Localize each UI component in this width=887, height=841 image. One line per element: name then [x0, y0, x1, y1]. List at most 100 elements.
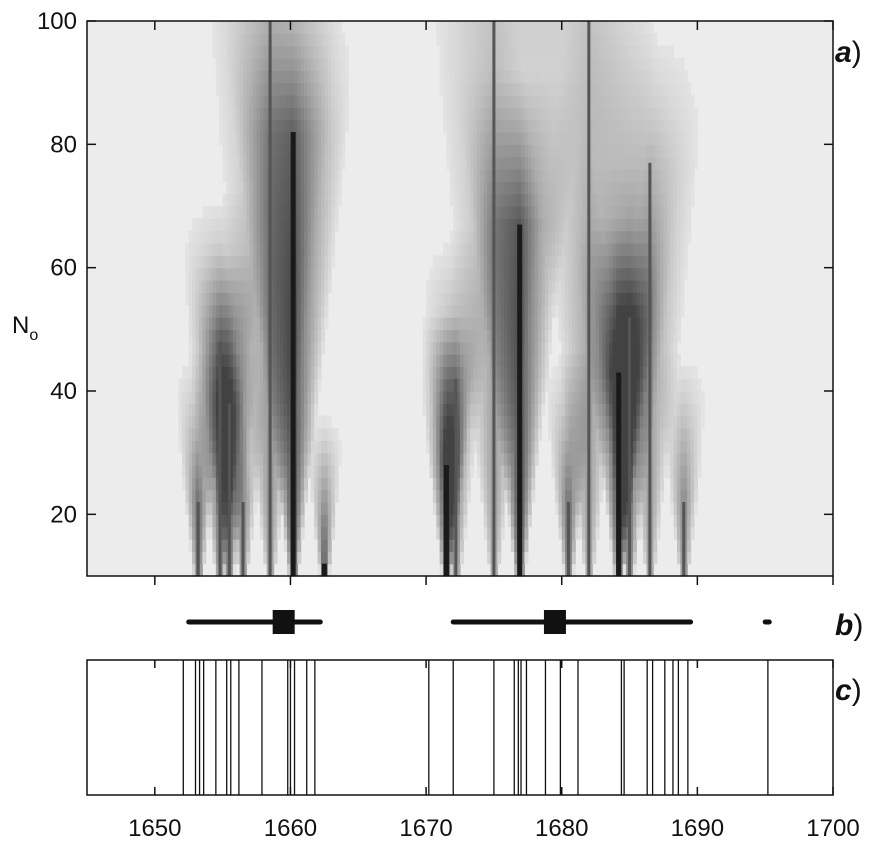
heatmap-cell [544, 70, 549, 84]
heatmap-cell [222, 502, 227, 515]
heatmap-cell [500, 82, 505, 96]
heatmap-cell [653, 206, 658, 219]
heatmap-cell [639, 514, 644, 528]
heatmap-cell [236, 280, 241, 293]
heatmap-cell [615, 230, 620, 244]
heatmap-cell [595, 206, 600, 219]
heatmap-cell [198, 391, 203, 404]
interval-center [272, 610, 295, 634]
heatmap-cell [565, 391, 570, 404]
heatmap-cell [660, 415, 665, 429]
heatmap-cell [229, 255, 234, 269]
heatmap-cell [466, 255, 471, 269]
heatmap-cell [324, 206, 329, 219]
heatmap-cell [192, 539, 197, 552]
heatmap-cell [561, 181, 566, 195]
heatmap-cell [636, 193, 641, 207]
heatmap-cell [493, 70, 498, 84]
heatmap-cell [548, 45, 553, 59]
heatmap-cell [504, 440, 509, 454]
heatmap-cell [456, 452, 461, 466]
heatmap-cell [541, 267, 546, 281]
heatmap-cell [531, 403, 536, 417]
heatmap-cell [602, 95, 607, 108]
heatmap-cell [551, 428, 556, 441]
heatmap-cell [331, 526, 336, 540]
heatmap-cell [317, 366, 322, 380]
heatmap-cell [507, 206, 512, 219]
heatmap-cell [595, 354, 600, 367]
heatmap-cell [429, 317, 434, 330]
heatmap-cell [670, 440, 675, 454]
heatmap-cell [249, 341, 254, 355]
heatmap-cell [673, 70, 678, 84]
heatmap-cell [307, 465, 312, 478]
heatmap-cell [527, 33, 532, 47]
heatmap-cell [242, 181, 247, 195]
heatmap-cell [317, 465, 322, 478]
heatmap-cell [470, 366, 475, 380]
heatmap-cell [456, 465, 461, 478]
heatmap-cell [232, 169, 237, 182]
heatmap-cell [551, 45, 556, 59]
heatmap-cell [195, 255, 200, 269]
heatmap-cell [504, 465, 509, 478]
heatmap-cell [534, 378, 539, 392]
heatmap-cell [534, 292, 539, 306]
heatmap-cell [263, 144, 268, 158]
heatmap-cell [571, 551, 576, 565]
heatmap-cell [619, 218, 624, 232]
heatmap-cell [205, 280, 210, 293]
heatmap-cell [270, 119, 275, 133]
heatmap-cell [680, 415, 685, 429]
heatmap-cell [663, 218, 668, 232]
heatmap-cell [320, 292, 325, 306]
heatmap-cell [426, 391, 431, 404]
heatmap-cell [476, 403, 481, 417]
heatmap-cell [283, 144, 288, 158]
heatmap-cell [460, 70, 464, 84]
heatmap-cell [324, 156, 329, 170]
heatmap-cell [622, 465, 627, 478]
heatmap-cell [236, 403, 241, 417]
heatmap-cell [219, 267, 224, 281]
heatmap-cell [239, 280, 244, 293]
heatmap-cell [239, 452, 244, 466]
heatmap-cell [615, 181, 620, 195]
heatmap-cell [537, 280, 542, 293]
heatmap-cell [531, 206, 536, 219]
heatmap-cell [215, 563, 220, 577]
heatmap-cell [588, 292, 593, 306]
heatmap-cell [527, 465, 532, 478]
heatmap-cell [320, 280, 325, 293]
heatmap-cell [639, 169, 644, 182]
heatmap-cell [578, 477, 583, 491]
heatmap-cell [229, 193, 234, 207]
heatmap-cell [548, 107, 553, 121]
heatmap-cell [460, 317, 464, 330]
heatmap-cell [551, 33, 556, 47]
heatmap-cell [592, 292, 597, 306]
heatmap-cell [666, 181, 671, 195]
heatmap-cell [609, 107, 614, 121]
heatmap-cell [432, 329, 437, 343]
heatmap-cell [317, 526, 322, 540]
heatmap-cell [283, 95, 288, 108]
heatmap-cell [317, 489, 322, 503]
heatmap-cell [259, 465, 264, 478]
heatmap-cell [205, 477, 210, 491]
heatmap-cell [599, 82, 604, 96]
heatmap-cell [188, 280, 193, 293]
heatmap-cell [446, 428, 451, 441]
heatmap-cell [236, 477, 241, 491]
heatmap-cell [670, 452, 675, 466]
heatmap-cell [504, 243, 509, 256]
heatmap-cell [314, 119, 319, 133]
heatmap-cell [582, 378, 587, 392]
heatmap-cell [483, 465, 488, 478]
heatmap-cell [341, 144, 346, 158]
heatmap-cell [236, 206, 241, 219]
heatmap-cell [568, 378, 573, 392]
panel-a-letter: a [835, 36, 852, 69]
heatmap-cell [544, 230, 549, 244]
